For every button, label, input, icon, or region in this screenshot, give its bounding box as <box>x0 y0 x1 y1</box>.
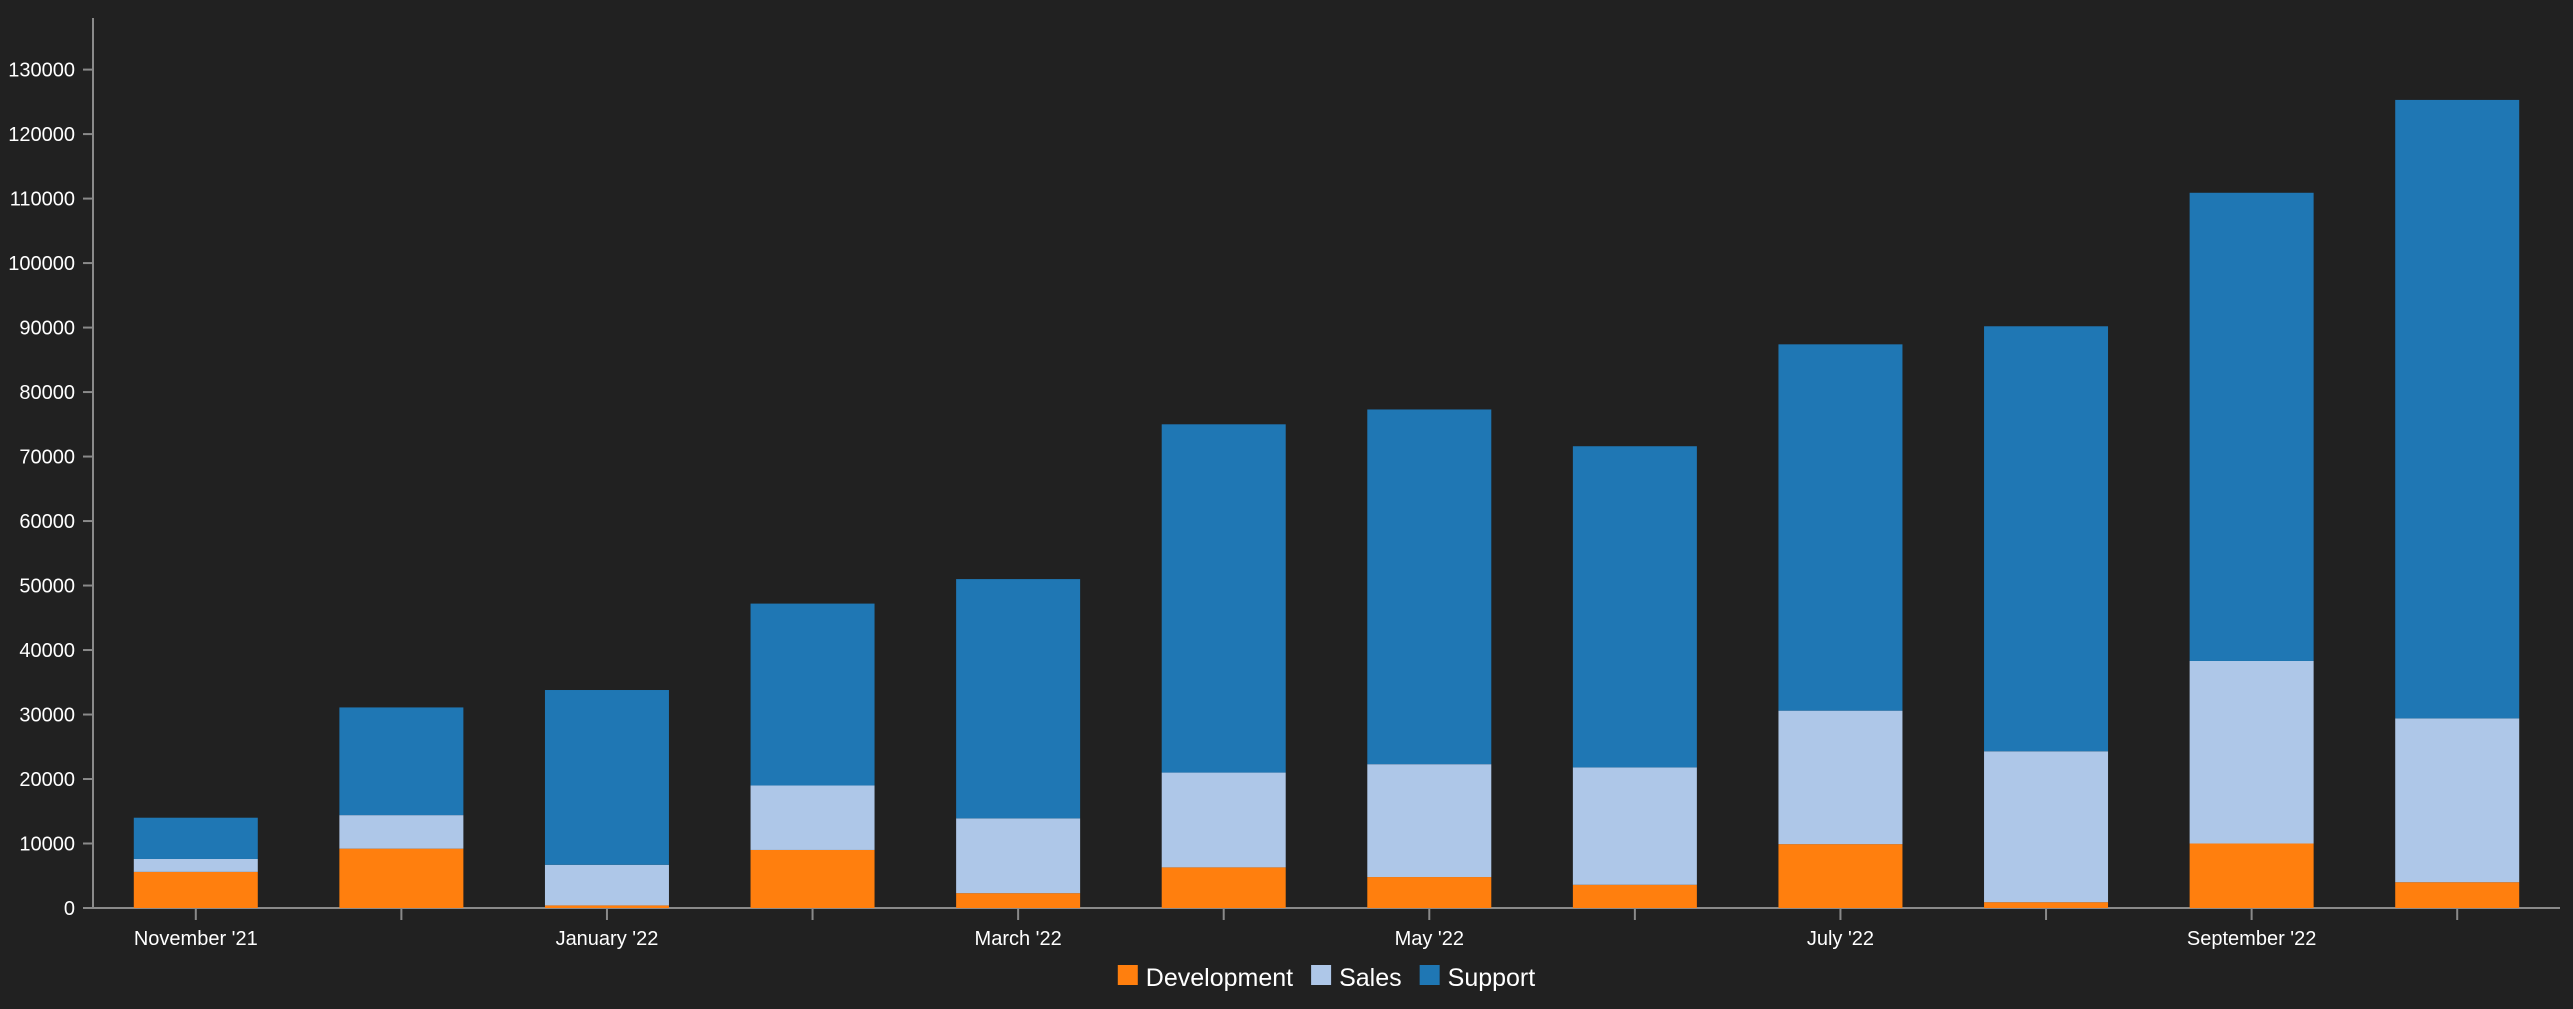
bar-sales-5 <box>1161 772 1286 868</box>
bar-support-2 <box>544 690 669 865</box>
bar-sales-0 <box>133 858 258 872</box>
y-tick-label: 50000 <box>19 576 75 598</box>
x-tick-label: March '22 <box>975 928 1062 950</box>
bar-support-10 <box>2189 192 2314 661</box>
legend-label: Support <box>1448 964 1536 992</box>
y-tick-label: 40000 <box>19 640 75 662</box>
bar-sales-9 <box>1984 751 2109 903</box>
bar-sales-10 <box>2189 660 2314 844</box>
y-tick-label: 10000 <box>19 834 75 856</box>
x-tick-label: September '22 <box>2187 928 2316 950</box>
bar-support-8 <box>1778 344 1903 711</box>
bar-support-9 <box>1984 326 2109 752</box>
bar-development-5 <box>1161 867 1286 908</box>
legend-label: Development <box>1146 964 1293 992</box>
x-tick-label: July '22 <box>1807 928 1874 950</box>
x-tick-label: May '22 <box>1395 928 1464 950</box>
bar-support-0 <box>133 817 258 859</box>
bar-support-6 <box>1367 409 1492 765</box>
y-tick-label: 120000 <box>8 124 75 146</box>
x-tick-label: November '21 <box>134 928 258 950</box>
bar-development-9 <box>1984 902 2109 908</box>
bar-sales-1 <box>339 815 464 849</box>
y-tick-label: 0 <box>64 898 75 920</box>
legend: Development Sales Support <box>1117 964 1536 992</box>
bar-development-6 <box>1367 877 1492 908</box>
bar-support-5 <box>1161 424 1286 773</box>
legend-swatch <box>1311 965 1332 985</box>
legend-swatch <box>1419 965 1440 985</box>
bar-sales-8 <box>1778 710 1903 845</box>
bar-development-8 <box>1778 844 1903 908</box>
y-tick-label: 30000 <box>19 705 75 727</box>
bars <box>133 99 2520 908</box>
bar-development-0 <box>133 871 258 908</box>
x-axis: November '21 January '22 March '22 May '22 J… <box>93 907 2560 950</box>
y-tick-label: 110000 <box>10 189 75 211</box>
bar-development-1 <box>339 848 464 908</box>
y-tick-label: 60000 <box>19 511 75 533</box>
y-tick-label: 70000 <box>19 447 75 469</box>
bar-sales-3 <box>750 785 875 850</box>
y-tick-label: 130000 <box>8 60 75 82</box>
y-tick-label: 80000 <box>19 382 75 404</box>
bar-support-7 <box>1572 446 1697 768</box>
bar-sales-7 <box>1572 767 1697 885</box>
bar-support-11 <box>2395 99 2520 719</box>
bar-development-10 <box>2189 843 2314 908</box>
legend-item-sales: Sales <box>1311 964 1402 992</box>
y-tick-label: 100000 <box>8 253 75 275</box>
bar-support-3 <box>750 603 875 786</box>
bar-development-7 <box>1572 884 1697 908</box>
bar-sales-6 <box>1367 764 1492 878</box>
bar-support-4 <box>956 579 1081 819</box>
legend-item-development: Development <box>1117 964 1293 992</box>
bar-development-4 <box>956 893 1081 908</box>
y-axis: 0 10000 20000 30000 40000 50000 60000 70000 8000… <box>8 18 94 920</box>
legend-label: Sales <box>1339 964 1402 992</box>
bar-sales-4 <box>956 818 1081 894</box>
bar-sales-11 <box>2395 718 2520 883</box>
y-tick-label: 90000 <box>19 318 75 340</box>
bar-development-11 <box>2395 882 2520 908</box>
legend-item-support: Support <box>1419 964 1536 992</box>
bar-support-1 <box>339 707 464 816</box>
x-tick-label: January '22 <box>556 928 659 950</box>
legend-swatch <box>1117 965 1138 985</box>
bar-sales-2 <box>544 864 669 906</box>
y-tick-label: 20000 <box>19 769 75 791</box>
bar-development-2 <box>544 905 669 908</box>
bar-development-3 <box>750 849 875 908</box>
